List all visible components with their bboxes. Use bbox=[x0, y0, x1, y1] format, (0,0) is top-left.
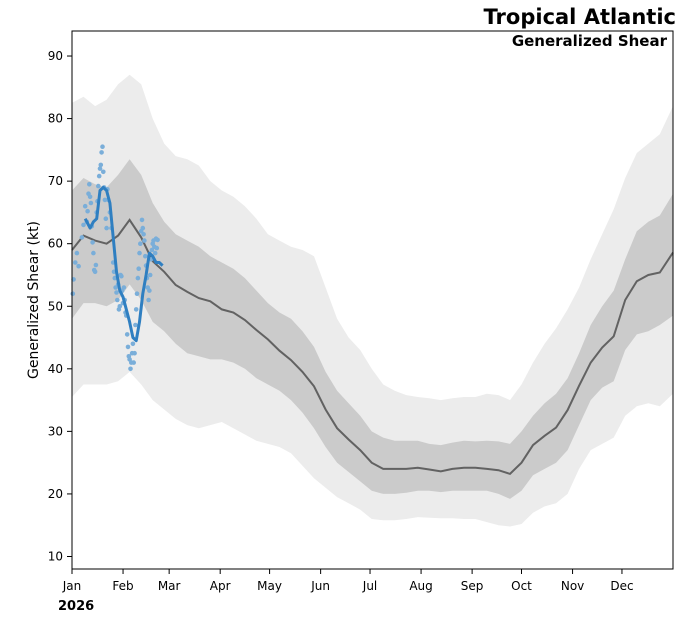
x-tick-label: Feb bbox=[112, 579, 133, 593]
sample-point bbox=[154, 245, 160, 251]
sample-point bbox=[140, 225, 146, 231]
sample-point bbox=[124, 332, 130, 337]
sample-point bbox=[93, 262, 99, 268]
y-axis-label: Generalized Shear (kt) bbox=[26, 221, 42, 379]
inner-band bbox=[72, 159, 673, 499]
sample-point bbox=[133, 307, 139, 312]
sample-point bbox=[96, 173, 102, 179]
sample-point bbox=[74, 250, 80, 256]
sample-point bbox=[70, 291, 76, 297]
y-tick-label: 30 bbox=[48, 424, 63, 438]
sample-point bbox=[149, 247, 155, 253]
sample-point bbox=[142, 238, 147, 243]
sample-point bbox=[96, 183, 101, 189]
sample-point bbox=[132, 350, 137, 356]
year-label: 2026 bbox=[58, 599, 94, 614]
y-tick-label: 90 bbox=[48, 49, 63, 63]
sample-point bbox=[152, 250, 158, 256]
sample-point bbox=[115, 297, 120, 303]
x-tick-label: Aug bbox=[409, 579, 432, 593]
x-tick-label: Apr bbox=[210, 579, 231, 593]
sample-point bbox=[87, 194, 93, 200]
sample-point bbox=[97, 166, 103, 171]
x-tick-label: Jan bbox=[62, 579, 82, 593]
x-tick-label: May bbox=[257, 579, 282, 593]
y-tick-label: 20 bbox=[48, 487, 63, 501]
sample-point bbox=[100, 144, 105, 149]
plot-area bbox=[70, 74, 674, 527]
sample-point bbox=[101, 169, 106, 175]
sample-point bbox=[82, 203, 88, 209]
plot-frame bbox=[71, 30, 674, 570]
x-tick-label: Jul bbox=[362, 579, 377, 593]
sample-point bbox=[134, 291, 140, 297]
sample-points bbox=[70, 144, 160, 372]
x-tick-label: Oct bbox=[511, 579, 532, 593]
sample-point bbox=[103, 216, 109, 221]
x-tick-label: Nov bbox=[561, 579, 584, 593]
sample-point bbox=[85, 208, 90, 214]
sample-point bbox=[139, 217, 145, 223]
sample-point bbox=[128, 366, 133, 372]
y-tick-label: 50 bbox=[48, 299, 63, 313]
chart-subtitle: Generalized Shear bbox=[512, 32, 668, 50]
sample-point bbox=[117, 304, 123, 309]
sample-point bbox=[73, 260, 78, 265]
x-axis-ticks: Jan Feb Mar Apr May Jun Jul Aug Sep Oct Nov Dec bbox=[62, 569, 634, 593]
sample-point bbox=[92, 269, 98, 275]
sample-point bbox=[113, 285, 118, 290]
sample-point bbox=[119, 273, 124, 279]
sample-point bbox=[81, 222, 86, 228]
sample-point bbox=[155, 237, 160, 243]
x-tick-label: Dec bbox=[610, 579, 633, 593]
x-tick-label: Jun bbox=[310, 579, 330, 593]
y-axis-ticks: 10 20 30 40 50 60 70 80 90 bbox=[48, 49, 72, 563]
sample-point bbox=[143, 253, 148, 259]
sample-point bbox=[138, 241, 143, 246]
sample-point bbox=[147, 288, 152, 293]
outer-band bbox=[72, 74, 673, 527]
y-tick-label: 60 bbox=[48, 237, 63, 251]
sample-point bbox=[141, 232, 146, 237]
y-tick-label: 10 bbox=[48, 549, 63, 563]
sample-point bbox=[98, 162, 104, 168]
sample-point bbox=[102, 197, 108, 203]
sample-point bbox=[79, 235, 85, 240]
sample-point bbox=[87, 182, 92, 187]
sample-point bbox=[91, 250, 96, 256]
sample-point bbox=[99, 150, 104, 155]
climatology-line bbox=[71, 218, 674, 476]
sample-point bbox=[136, 266, 141, 272]
x-tick-label: Sep bbox=[461, 579, 484, 593]
sample-point bbox=[104, 225, 109, 231]
sample-point bbox=[137, 250, 142, 256]
y-tick-label: 40 bbox=[48, 362, 63, 376]
sample-point bbox=[133, 322, 138, 328]
chart-title: Tropical Atlantic bbox=[484, 5, 676, 29]
sample-point bbox=[121, 285, 127, 290]
current-year-line bbox=[83, 185, 164, 343]
sample-point bbox=[114, 290, 119, 295]
sample-point bbox=[125, 344, 131, 350]
sample-point bbox=[130, 341, 136, 347]
x-tick-label: Mar bbox=[158, 579, 181, 593]
sample-point bbox=[131, 360, 136, 365]
y-tick-label: 70 bbox=[48, 174, 63, 188]
y-tick-label: 80 bbox=[48, 112, 63, 126]
sample-point bbox=[90, 240, 95, 245]
sample-point bbox=[135, 275, 141, 281]
sample-point bbox=[88, 200, 94, 206]
sample-point bbox=[146, 297, 151, 303]
sample-point bbox=[76, 263, 81, 269]
sample-point bbox=[147, 272, 153, 278]
